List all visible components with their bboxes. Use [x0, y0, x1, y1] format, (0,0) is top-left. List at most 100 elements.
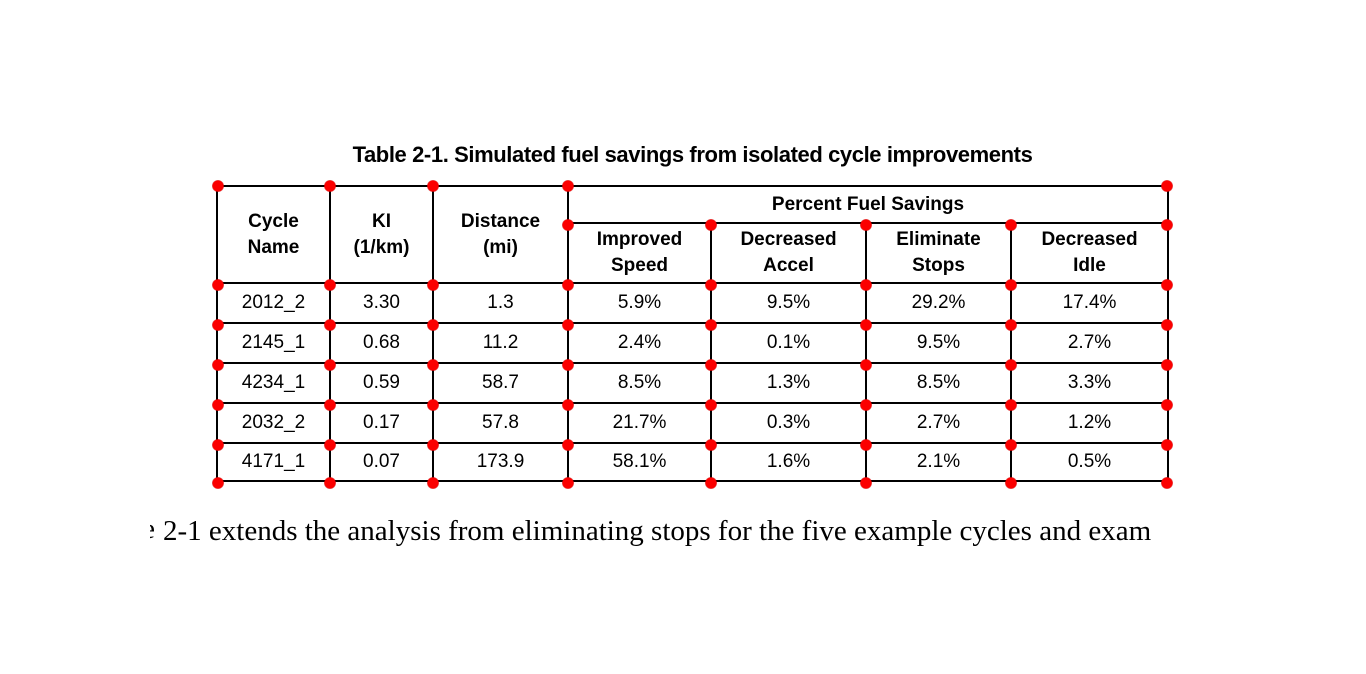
- header-ki: KI (1/km): [329, 185, 434, 284]
- grid-intersection-marker: [562, 180, 574, 192]
- table-cell: 57.8: [432, 402, 569, 444]
- clipped-letter-fragment: e: [150, 519, 154, 540]
- grid-intersection-marker: [324, 180, 336, 192]
- table-cell: 8.5%: [865, 362, 1012, 404]
- table-cell: 11.2: [432, 322, 569, 364]
- grid-intersection-marker: [562, 477, 574, 489]
- table-cell: 9.5%: [865, 322, 1012, 364]
- grid-intersection-marker: [1161, 279, 1173, 291]
- grid-intersection-marker: [1005, 477, 1017, 489]
- table-cell: 58.7: [432, 362, 569, 404]
- table-cell: 0.5%: [1010, 442, 1169, 482]
- grid-intersection-marker: [705, 439, 717, 451]
- grid-intersection-marker: [562, 359, 574, 371]
- grid-intersection-marker: [427, 439, 439, 451]
- grid-intersection-marker: [212, 279, 224, 291]
- grid-intersection-marker: [562, 279, 574, 291]
- grid-intersection-marker: [212, 359, 224, 371]
- grid-intersection-marker: [860, 359, 872, 371]
- grid-intersection-marker: [1005, 319, 1017, 331]
- table-cell: 2032_2: [216, 402, 331, 444]
- header-improved-speed: Improved Speed: [567, 222, 712, 284]
- table-cell: 9.5%: [710, 282, 867, 324]
- grid-intersection-marker: [212, 180, 224, 192]
- grid-intersection-marker: [324, 399, 336, 411]
- table-cell: 173.9: [432, 442, 569, 482]
- grid-intersection-marker: [562, 439, 574, 451]
- grid-intersection-marker: [562, 319, 574, 331]
- grid-intersection-marker: [1005, 399, 1017, 411]
- table-cell: 21.7%: [567, 402, 712, 444]
- table-row: 4234_1 0.59 58.7 8.5% 1.3% 8.5% 3.3%: [216, 362, 1169, 404]
- header-decreased-accel: Decreased Accel: [710, 222, 867, 284]
- grid-intersection-marker: [212, 399, 224, 411]
- grid-intersection-marker: [324, 439, 336, 451]
- table-cell: 29.2%: [865, 282, 1012, 324]
- table-cell: 2.1%: [865, 442, 1012, 482]
- grid-intersection-marker: [705, 359, 717, 371]
- table-cell: 0.17: [329, 402, 434, 444]
- table-row: 2032_2 0.17 57.8 21.7% 0.3% 2.7% 1.2%: [216, 402, 1169, 444]
- grid-intersection-marker: [1161, 399, 1173, 411]
- grid-intersection-marker: [705, 279, 717, 291]
- fuel-savings-table: Cycle Name KI (1/km) Distance (mi) Perce…: [216, 185, 1169, 482]
- grid-intersection-marker: [860, 439, 872, 451]
- table-cell: 8.5%: [567, 362, 712, 404]
- grid-intersection-marker: [860, 399, 872, 411]
- table-body: 2012_2 3.30 1.3 5.9% 9.5% 29.2% 17.4% 2145_1 0.6…: [216, 282, 1169, 482]
- grid-intersection-marker: [1161, 477, 1173, 489]
- grid-intersection-marker: [212, 477, 224, 489]
- grid-intersection-marker: [324, 359, 336, 371]
- table-cell: 0.59: [329, 362, 434, 404]
- table-cell: 4171_1: [216, 442, 331, 482]
- grid-intersection-marker: [1161, 219, 1173, 231]
- grid-intersection-marker: [1005, 439, 1017, 451]
- grid-intersection-marker: [427, 477, 439, 489]
- table-cell: 1.3%: [710, 362, 867, 404]
- table-cell: 2012_2: [216, 282, 331, 324]
- grid-intersection-marker: [705, 477, 717, 489]
- table-cell: 2145_1: [216, 322, 331, 364]
- table-row: 4171_1 0.07 173.9 58.1% 1.6% 2.1% 0.5%: [216, 442, 1169, 482]
- grid-intersection-marker: [1005, 219, 1017, 231]
- table-cell: 3.3%: [1010, 362, 1169, 404]
- header-percent-fuel-savings: Percent Fuel Savings: [567, 185, 1169, 224]
- grid-intersection-marker: [705, 219, 717, 231]
- body-text-line: e 2-1 extends the analysis from eliminati…: [150, 514, 1151, 548]
- table-cell: 2.4%: [567, 322, 712, 364]
- grid-intersection-marker: [427, 399, 439, 411]
- grid-intersection-marker: [324, 279, 336, 291]
- grid-intersection-marker: [1161, 439, 1173, 451]
- grid-intersection-marker: [427, 180, 439, 192]
- grid-intersection-marker: [1161, 359, 1173, 371]
- table-cell: 1.2%: [1010, 402, 1169, 444]
- grid-intersection-marker: [1161, 180, 1173, 192]
- grid-intersection-marker: [324, 319, 336, 331]
- header-eliminate-stops: Eliminate Stops: [865, 222, 1012, 284]
- grid-intersection-marker: [324, 477, 336, 489]
- grid-intersection-marker: [562, 219, 574, 231]
- table-cell: 3.30: [329, 282, 434, 324]
- grid-intersection-marker: [705, 319, 717, 331]
- header-cycle-name: Cycle Name: [216, 185, 331, 284]
- table-cell: 0.1%: [710, 322, 867, 364]
- body-text: 2-1 extends the analysis from eliminatin…: [163, 515, 1152, 547]
- table-row: 2145_1 0.68 11.2 2.4% 0.1% 9.5% 2.7%: [216, 322, 1169, 364]
- grid-intersection-marker: [1161, 319, 1173, 331]
- table-cell: 4234_1: [216, 362, 331, 404]
- table-cell: 0.07: [329, 442, 434, 482]
- table-cell: 1.6%: [710, 442, 867, 482]
- grid-intersection-marker: [427, 359, 439, 371]
- grid-intersection-marker: [212, 319, 224, 331]
- table-cell: 0.3%: [710, 402, 867, 444]
- grid-intersection-marker: [860, 319, 872, 331]
- header-distance: Distance (mi): [432, 185, 569, 284]
- table-cell: 58.1%: [567, 442, 712, 482]
- table-cell: 1.3: [432, 282, 569, 324]
- grid-intersection-marker: [705, 399, 717, 411]
- grid-intersection-marker: [1005, 359, 1017, 371]
- grid-intersection-marker: [1005, 279, 1017, 291]
- table-cell: 5.9%: [567, 282, 712, 324]
- grid-intersection-marker: [562, 399, 574, 411]
